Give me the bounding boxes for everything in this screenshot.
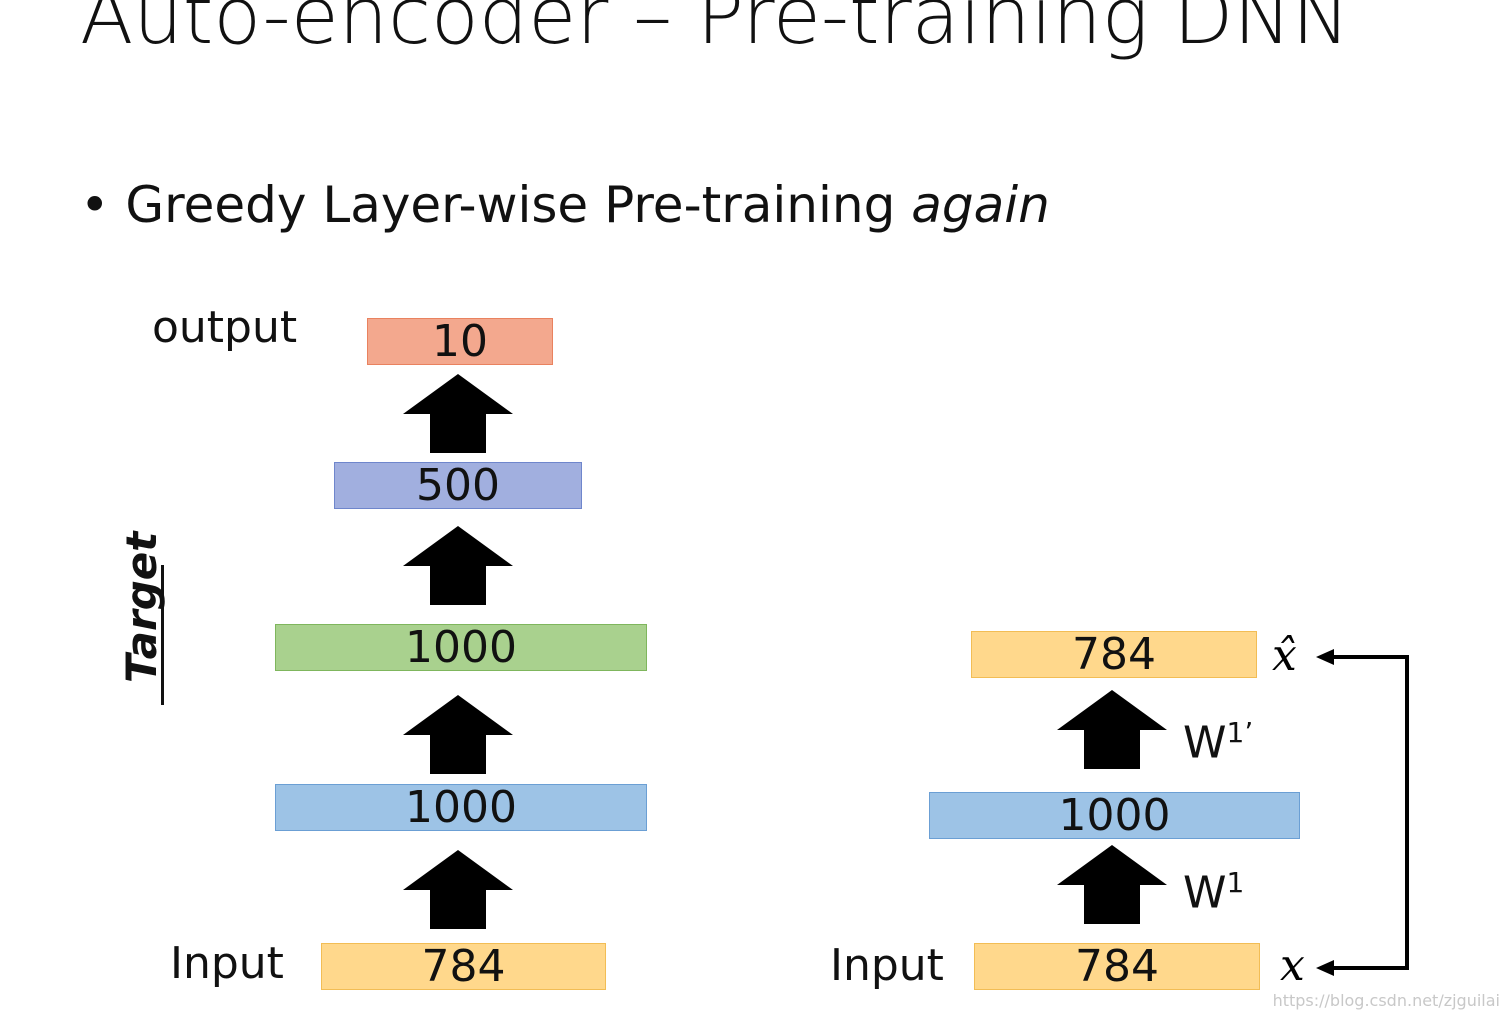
weight-base: W bbox=[1183, 867, 1227, 919]
up-arrow bbox=[403, 526, 513, 605]
layer-box: 784 bbox=[974, 941, 1260, 992]
input-symbol: x bbox=[1280, 940, 1305, 991]
reconstruction-symbol: x̂ bbox=[1272, 630, 1297, 681]
bullet-emphasis: again bbox=[911, 176, 1050, 234]
layer-box: 1000 bbox=[275, 622, 647, 673]
bullet: • Greedy Layer-wise Pre-training again bbox=[80, 176, 1050, 234]
weight-base: W bbox=[1183, 717, 1227, 769]
slide-title: Auto-encoder – Pre-training DNN bbox=[80, 0, 1351, 62]
up-arrow bbox=[403, 374, 513, 453]
up-arrow bbox=[403, 695, 513, 774]
input-label: Input bbox=[170, 938, 284, 989]
weight-sup: 1’ bbox=[1226, 716, 1254, 749]
up-arrow bbox=[403, 850, 513, 929]
output-label: output bbox=[152, 302, 298, 353]
layer-box: 10 bbox=[367, 316, 553, 367]
layer-box: 500 bbox=[334, 460, 582, 511]
watermark: https://blog.csdn.net/zjguilai bbox=[1272, 991, 1500, 1010]
feedback-line bbox=[1330, 655, 1409, 970]
bullet-text: Greedy Layer-wise Pre-training bbox=[125, 176, 896, 234]
target-underline bbox=[161, 565, 164, 705]
layer-box: 784 bbox=[321, 941, 606, 992]
up-arrows bbox=[403, 374, 1167, 929]
arrow-head bbox=[1316, 649, 1334, 665]
up-arrow bbox=[1057, 845, 1167, 924]
weight-sup: 1 bbox=[1226, 866, 1245, 899]
weight-label: W1 bbox=[1183, 866, 1244, 919]
input-label: Input bbox=[830, 940, 944, 991]
layer-box: 1000 bbox=[929, 790, 1300, 841]
layer-box: 1000 bbox=[275, 782, 647, 833]
arrow-head bbox=[1316, 960, 1334, 976]
layer-box: 784 bbox=[971, 629, 1257, 680]
weight-label: W1’ bbox=[1183, 716, 1253, 769]
up-arrow bbox=[1057, 690, 1167, 769]
